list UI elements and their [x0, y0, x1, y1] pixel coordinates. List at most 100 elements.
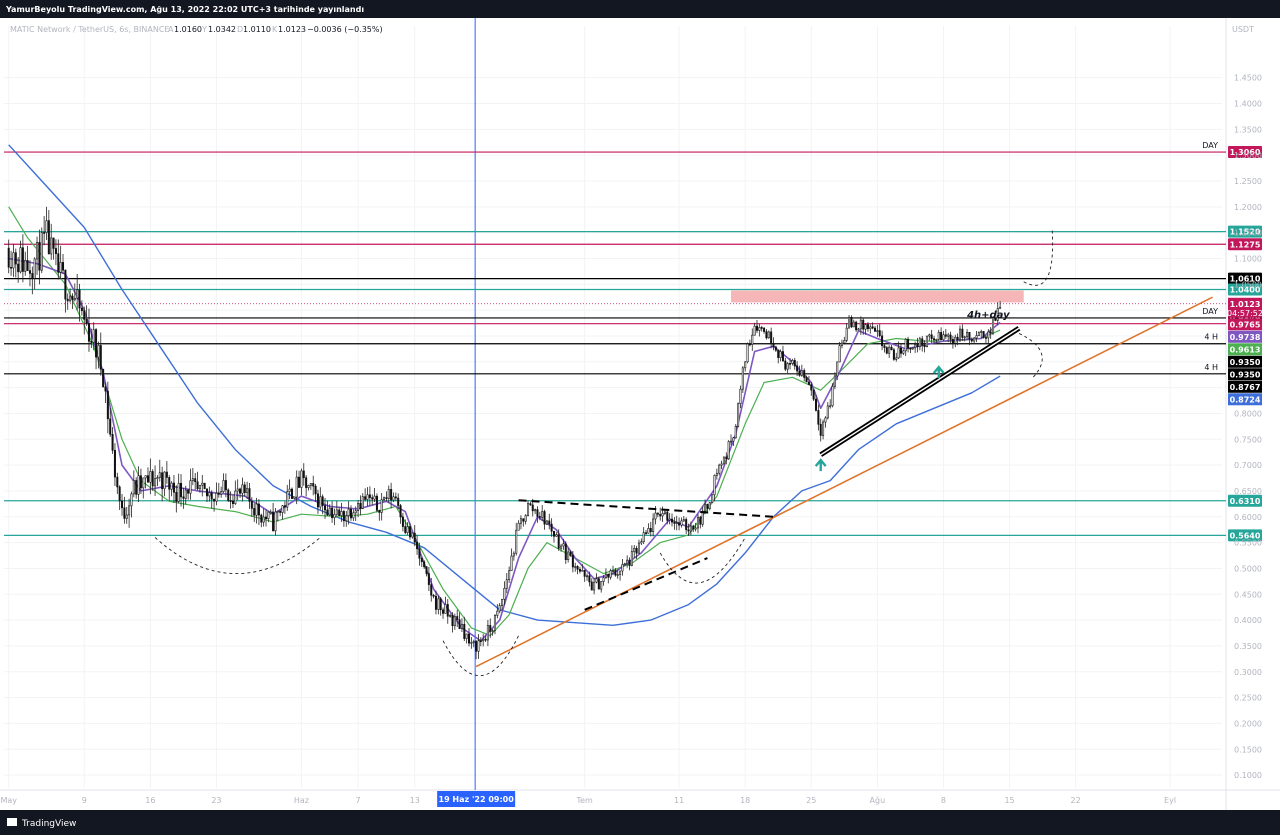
candle-body: [534, 509, 537, 512]
candle-body: [593, 581, 596, 591]
level-tag-label: 0.6310: [1230, 497, 1261, 506]
candle-body: [640, 541, 643, 544]
candle-body: [786, 363, 789, 370]
candle-body: [208, 492, 211, 497]
price-tick-label: 0.3500: [1234, 642, 1262, 651]
candle-body: [755, 325, 758, 331]
candle-body: [279, 510, 282, 513]
candle-body: [522, 518, 525, 522]
price-tick-label: 1.0500: [1234, 280, 1262, 289]
candle-body: [706, 503, 709, 509]
candle-body: [859, 319, 862, 330]
candle-body: [406, 526, 409, 533]
candle-body: [630, 551, 633, 566]
candle-body: [57, 253, 60, 273]
candle-body: [201, 482, 204, 486]
candle-body: [373, 495, 376, 500]
candle-body: [104, 386, 107, 392]
ohlc-open-label: A: [168, 25, 174, 34]
candle-body: [33, 258, 36, 279]
price-tick-label: 0.3000: [1234, 668, 1262, 677]
candle-body: [531, 504, 534, 512]
candle-body: [146, 475, 149, 483]
grid-layer: [4, 18, 1222, 790]
candle-body: [954, 336, 957, 344]
candle-body: [557, 534, 560, 549]
candle-body: [281, 505, 284, 513]
candle-body: [699, 516, 702, 525]
candle-body: [567, 551, 570, 560]
candle-body: [791, 360, 794, 364]
price-tag: [1228, 297, 1262, 318]
candle-body: [321, 496, 324, 506]
candle-body: [996, 308, 999, 321]
candle-body: [595, 578, 598, 583]
candle-body: [496, 610, 499, 616]
price-tick-label: 0.5500: [1234, 539, 1262, 548]
candle-body: [803, 370, 806, 378]
candle-body: [472, 641, 475, 643]
candle-body: [92, 329, 95, 343]
candle-body: [607, 573, 610, 578]
level-note: DAY: [1202, 141, 1218, 150]
footer-brand[interactable]: TradingView: [7, 818, 76, 829]
candle-body: [718, 464, 721, 474]
candle-body: [961, 328, 964, 338]
candle-body: [116, 476, 119, 488]
candle-body: [324, 505, 327, 511]
candle-body: [453, 616, 456, 627]
candle-body: [987, 331, 990, 339]
candle-body: [437, 598, 440, 610]
candle-body: [730, 440, 733, 443]
symbol-line: MATIC Network / TetherUS, 6s, BINANCE: [10, 25, 169, 34]
candle-body: [62, 262, 65, 271]
candle-body: [38, 241, 41, 271]
candle-body: [621, 564, 624, 572]
price-tag-label: 1.0123: [1230, 300, 1261, 309]
candle-body: [7, 247, 10, 268]
candle-body: [902, 350, 905, 354]
candle-body: [399, 505, 402, 518]
price-tick-label: 1.4500: [1234, 74, 1262, 83]
candle-body: [241, 484, 244, 494]
candle-body: [158, 472, 161, 478]
candle-body: [411, 532, 414, 538]
candle-body: [583, 569, 586, 577]
time-tick-label: Ağu: [870, 796, 886, 805]
candle-body: [696, 516, 699, 529]
candle-body: [866, 324, 869, 330]
candle-body: [826, 405, 829, 419]
price-tick-label: 0.1500: [1234, 745, 1262, 754]
candle-body: [928, 334, 931, 337]
candle-body: [151, 471, 154, 487]
candle-body: [387, 489, 390, 499]
price-tick-label: 0.1000: [1234, 771, 1262, 780]
price-tag-label: 0.8767: [1230, 383, 1261, 392]
candle-body: [649, 528, 652, 533]
candle-body: [222, 480, 225, 492]
price-tag-label: 0.9738: [1230, 333, 1261, 342]
candle-body: [562, 543, 565, 547]
candle-body: [807, 381, 810, 385]
candle-body: [468, 633, 471, 644]
candle-body: [512, 552, 515, 557]
candle-body: [319, 496, 322, 508]
candle-body: [397, 497, 400, 506]
time-axis[interactable]: May 9 16 23 Haz 7 13 Tem 11 18 25 Ağu 8 15 22 Eyl 19 Haz…: [0, 791, 1176, 807]
candle-body: [734, 426, 737, 439]
candle-body: [170, 482, 173, 490]
candle-body: [977, 332, 980, 336]
price-tag: [1228, 355, 1262, 368]
level-note: 4 H: [1204, 363, 1218, 372]
price-tick-label: 1.3500: [1234, 125, 1262, 134]
candle-body: [656, 512, 659, 515]
candle-body: [425, 566, 428, 574]
candle-body: [73, 297, 76, 301]
candle-body: [328, 507, 331, 516]
candle-body: [645, 532, 648, 534]
level-tag-label: 1.0400: [1230, 285, 1261, 294]
candle-body: [420, 557, 423, 562]
candle-body: [770, 331, 773, 344]
candle-body: [342, 511, 345, 522]
